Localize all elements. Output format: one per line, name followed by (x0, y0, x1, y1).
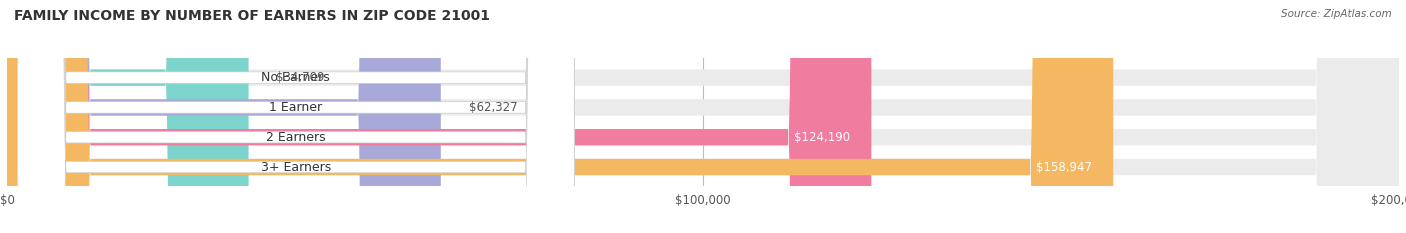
FancyBboxPatch shape (7, 0, 441, 233)
FancyBboxPatch shape (7, 0, 1399, 233)
FancyBboxPatch shape (7, 0, 1114, 233)
FancyBboxPatch shape (17, 0, 574, 233)
Text: $34,709: $34,709 (277, 71, 325, 84)
Text: $62,327: $62,327 (468, 101, 517, 114)
Text: 2 Earners: 2 Earners (266, 131, 326, 144)
Text: FAMILY INCOME BY NUMBER OF EARNERS IN ZIP CODE 21001: FAMILY INCOME BY NUMBER OF EARNERS IN ZI… (14, 9, 491, 23)
FancyBboxPatch shape (7, 0, 872, 233)
Text: 3+ Earners: 3+ Earners (260, 161, 330, 174)
FancyBboxPatch shape (7, 0, 249, 233)
FancyBboxPatch shape (17, 0, 574, 233)
Text: $124,190: $124,190 (794, 131, 851, 144)
FancyBboxPatch shape (7, 0, 1399, 233)
Text: $158,947: $158,947 (1036, 161, 1092, 174)
FancyBboxPatch shape (7, 0, 1399, 233)
Text: No Earners: No Earners (262, 71, 330, 84)
Text: 1 Earner: 1 Earner (270, 101, 322, 114)
FancyBboxPatch shape (17, 0, 574, 233)
Text: Source: ZipAtlas.com: Source: ZipAtlas.com (1281, 9, 1392, 19)
FancyBboxPatch shape (17, 0, 574, 233)
FancyBboxPatch shape (7, 0, 1399, 233)
